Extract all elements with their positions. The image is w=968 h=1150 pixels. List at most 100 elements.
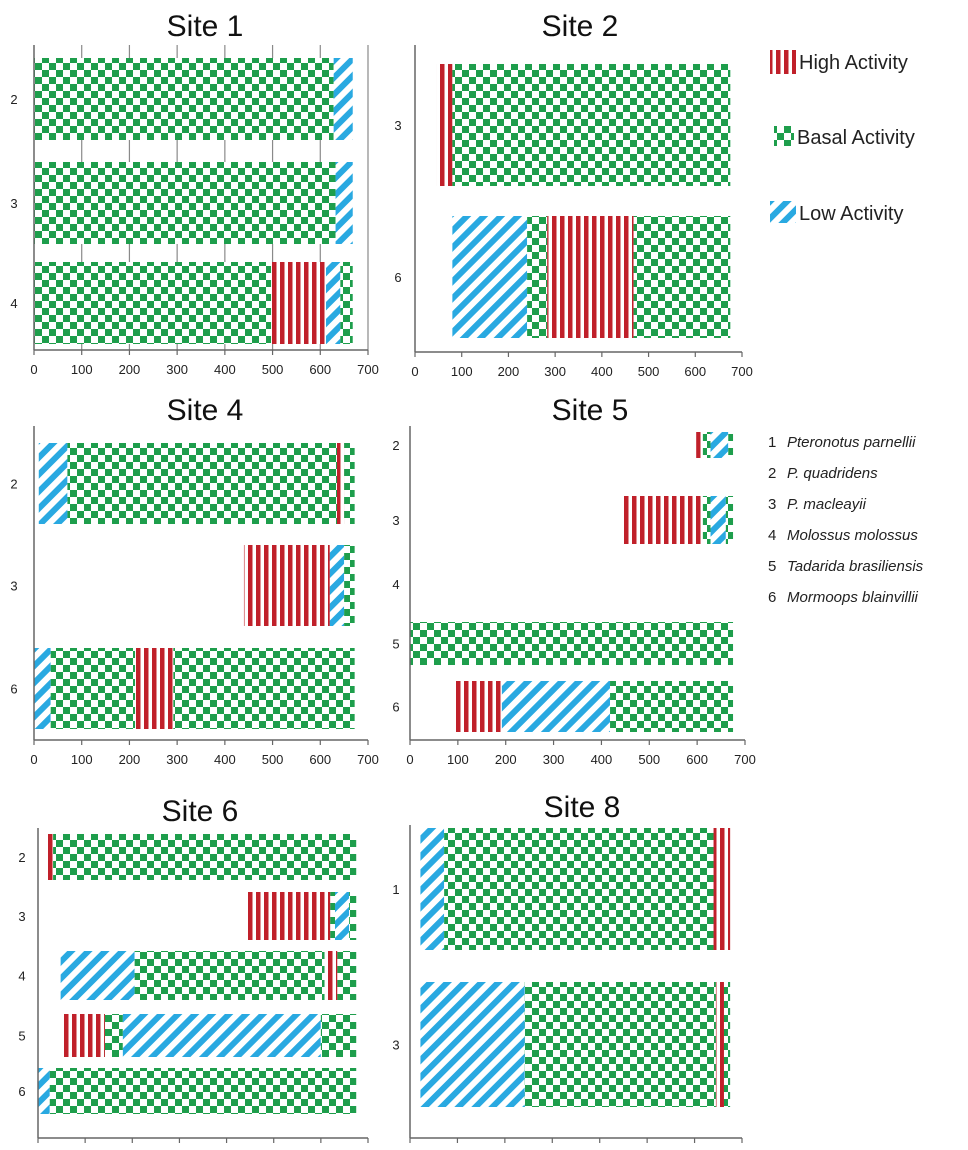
bar-segment-low: [501, 681, 611, 732]
row-label: 5: [392, 637, 399, 652]
bar-segment-basal: [344, 545, 355, 626]
bar-segment-basal: [633, 216, 731, 338]
x-tick-label: 100: [447, 752, 469, 767]
x-tick-label: 300: [166, 752, 188, 767]
panel-title: Site 8: [544, 791, 621, 824]
species-name-6: Mormoops blainvillii: [787, 589, 919, 606]
bar-segment-low: [34, 648, 51, 729]
species-name-2: P. quadridens: [787, 465, 878, 482]
x-tick-label: 500: [262, 362, 284, 377]
x-tick-label: 200: [119, 362, 141, 377]
row-label: 4: [392, 577, 399, 592]
bar-segment-basal: [173, 648, 355, 729]
row-label: 4: [18, 969, 25, 984]
x-tick-label: 700: [734, 752, 756, 767]
x-tick-label: 600: [686, 752, 708, 767]
legend-swatch-high: [770, 50, 796, 74]
bar-segment-basal: [104, 1014, 123, 1057]
panel-2: Site 2 3 6 0 100 200 300 400 500 600 700: [394, 10, 752, 379]
row-label: 2: [10, 92, 17, 107]
panel-title: Site 2: [542, 10, 619, 43]
bar-segment-basal: [320, 1014, 357, 1057]
bar-segment-high: [715, 982, 724, 1107]
x-tick-label: 200: [119, 752, 141, 767]
species-num-5: 5: [768, 558, 776, 575]
bar-segment-high: [454, 681, 502, 732]
panel-title: Site 5: [552, 394, 629, 427]
row-label: 1: [392, 882, 399, 897]
bar-segment-basal: [524, 982, 716, 1107]
bar-segment-low: [710, 496, 726, 544]
row-label: 3: [10, 579, 17, 594]
bar-segment-low: [38, 1068, 50, 1114]
bar-segment-basal: [134, 951, 325, 1000]
x-tick-label: 100: [71, 362, 93, 377]
bar-segment-basal: [34, 162, 336, 244]
legend-label-high: High Activity: [799, 52, 908, 74]
bar-segment-basal: [444, 828, 714, 950]
row-label: 6: [10, 682, 17, 697]
bar-segment-high: [336, 443, 345, 524]
bar-segment-low: [60, 951, 135, 1000]
bar-segment-high: [713, 828, 731, 950]
bar-segment-low: [329, 545, 345, 626]
bar-segment-basal: [728, 432, 734, 458]
bar-segment-high: [243, 545, 330, 626]
x-tick-label: 400: [591, 752, 613, 767]
row-label: 4: [10, 296, 17, 311]
x-tick-label: 100: [451, 364, 473, 379]
species-num-1: 1: [768, 434, 776, 451]
species-name-3: P. macleayii: [787, 496, 867, 513]
bar-segment-low: [452, 216, 528, 338]
legend-swatch-low: [770, 201, 796, 223]
bar-segment-low: [122, 1014, 321, 1057]
x-tick-label: 600: [309, 362, 331, 377]
legend-label-basal: Basal Activity: [797, 127, 915, 149]
row-label: 2: [392, 438, 399, 453]
x-tick-label: 300: [166, 362, 188, 377]
row-label: 3: [392, 513, 399, 528]
bar-segment-basal: [349, 892, 357, 940]
x-tick-label: 400: [591, 364, 613, 379]
bar-segment-basal: [723, 982, 731, 1107]
bar-segment-basal: [330, 892, 335, 940]
bar-segment-basal: [725, 496, 734, 544]
x-tick-label: 700: [357, 362, 379, 377]
bar-segment-low: [326, 262, 341, 344]
panel-3: Site 4 2 3 6 0 100 200 300 400 500 600 700: [10, 394, 378, 767]
bar-segment-low: [420, 982, 525, 1107]
bar-segment-high: [271, 262, 327, 344]
bar-segment-high: [696, 432, 703, 458]
bar-segment-basal: [53, 834, 357, 880]
panel-4: Site 5 2 3 4 5 6 0 100 200 300 400 500 600 700: [392, 394, 755, 767]
bar-segment-basal: [337, 951, 357, 1000]
bar-segment-high: [436, 64, 453, 186]
bar-segment-low: [335, 892, 350, 940]
x-tick-label: 500: [262, 752, 284, 767]
bar-segment-basal: [702, 432, 711, 458]
x-tick-label: 600: [684, 364, 706, 379]
activity-legend: High Activity Basal Activity Low Activit…: [770, 50, 915, 225]
bar-segment-high: [135, 648, 174, 729]
bar-segment-basal: [610, 681, 734, 732]
bar-segment-high: [47, 834, 54, 880]
species-num-2: 2: [768, 465, 776, 482]
bar-segment-basal: [410, 622, 734, 665]
legend-label-low: Low Activity: [799, 203, 903, 225]
bar-segment-low: [333, 58, 353, 140]
bar-segment-basal: [49, 1068, 357, 1114]
row-label: 6: [18, 1084, 25, 1099]
bar-segment-basal: [344, 443, 355, 524]
x-tick-label: 300: [544, 364, 566, 379]
bar-segment-basal: [702, 496, 711, 544]
panel-6: Site 8130100200300400500600700: [392, 791, 743, 1143]
x-tick-label: 200: [495, 752, 517, 767]
species-num-6: 6: [768, 589, 776, 606]
row-label: 3: [10, 196, 17, 211]
species-num-4: 4: [768, 527, 776, 544]
panel-title: Site 6: [162, 795, 239, 828]
x-tick-label: 0: [411, 364, 418, 379]
bar-segment-high: [324, 951, 338, 1000]
